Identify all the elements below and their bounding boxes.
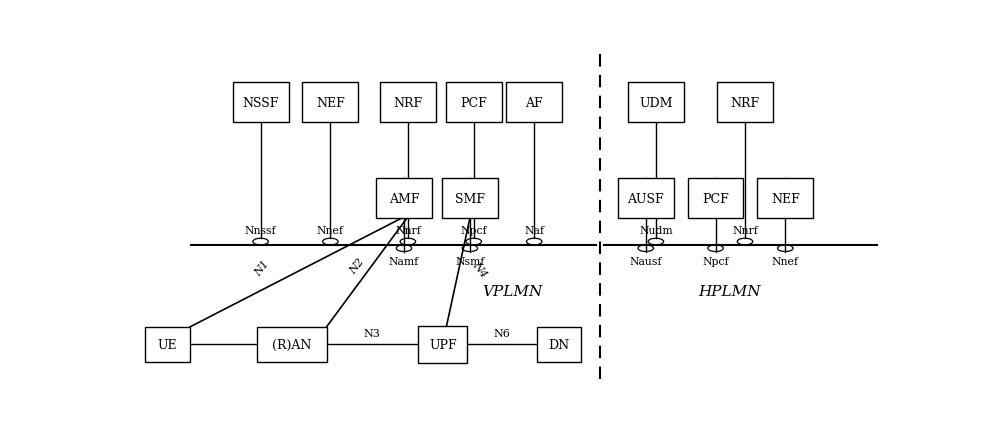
FancyBboxPatch shape [537,327,581,362]
Text: Nausf: Nausf [630,256,662,266]
Text: N4: N4 [470,259,489,279]
FancyBboxPatch shape [618,179,674,219]
Text: DN: DN [548,338,570,351]
Text: Nnef: Nnef [317,225,344,235]
Text: PCF: PCF [460,96,487,109]
Text: Namf: Namf [389,256,419,266]
FancyBboxPatch shape [418,326,467,363]
Text: SMF: SMF [455,193,485,206]
FancyBboxPatch shape [380,83,436,123]
Text: Nnssf: Nnssf [245,225,276,235]
FancyBboxPatch shape [442,179,498,219]
Text: Nnef: Nnef [772,256,799,266]
FancyBboxPatch shape [446,83,502,123]
Text: NSSF: NSSF [242,96,279,109]
Text: N1: N1 [253,258,271,278]
Text: UPF: UPF [429,338,457,351]
FancyBboxPatch shape [233,83,289,123]
Text: AUSF: AUSF [627,193,664,206]
Text: Nudm: Nudm [639,225,673,235]
FancyBboxPatch shape [376,179,432,219]
Text: HPLMN: HPLMN [698,285,761,298]
Text: AF: AF [525,96,543,109]
Text: NRF: NRF [730,96,760,109]
Text: UE: UE [158,338,177,351]
Text: PCF: PCF [702,193,729,206]
Text: Nsmf: Nsmf [455,256,485,266]
Text: Nnrf: Nnrf [395,225,421,235]
Text: (R)AN: (R)AN [272,338,311,351]
Text: NEF: NEF [771,193,800,206]
Text: VPLMN: VPLMN [482,285,543,298]
Text: Nnrf: Nnrf [732,225,758,235]
Text: AMF: AMF [389,193,419,206]
FancyBboxPatch shape [628,83,684,123]
Text: N2: N2 [348,257,367,276]
FancyBboxPatch shape [257,327,326,362]
Text: NEF: NEF [316,96,345,109]
Text: N6: N6 [494,328,510,338]
FancyBboxPatch shape [688,179,743,219]
Text: Npcf: Npcf [460,225,487,235]
Text: UDM: UDM [639,96,673,109]
Text: Npcf: Npcf [702,256,729,266]
FancyBboxPatch shape [506,83,562,123]
Text: Naf: Naf [524,225,544,235]
FancyBboxPatch shape [145,327,190,362]
Text: NRF: NRF [393,96,422,109]
FancyBboxPatch shape [717,83,773,123]
Text: N3: N3 [364,328,381,338]
FancyBboxPatch shape [302,83,358,123]
FancyBboxPatch shape [757,179,813,219]
